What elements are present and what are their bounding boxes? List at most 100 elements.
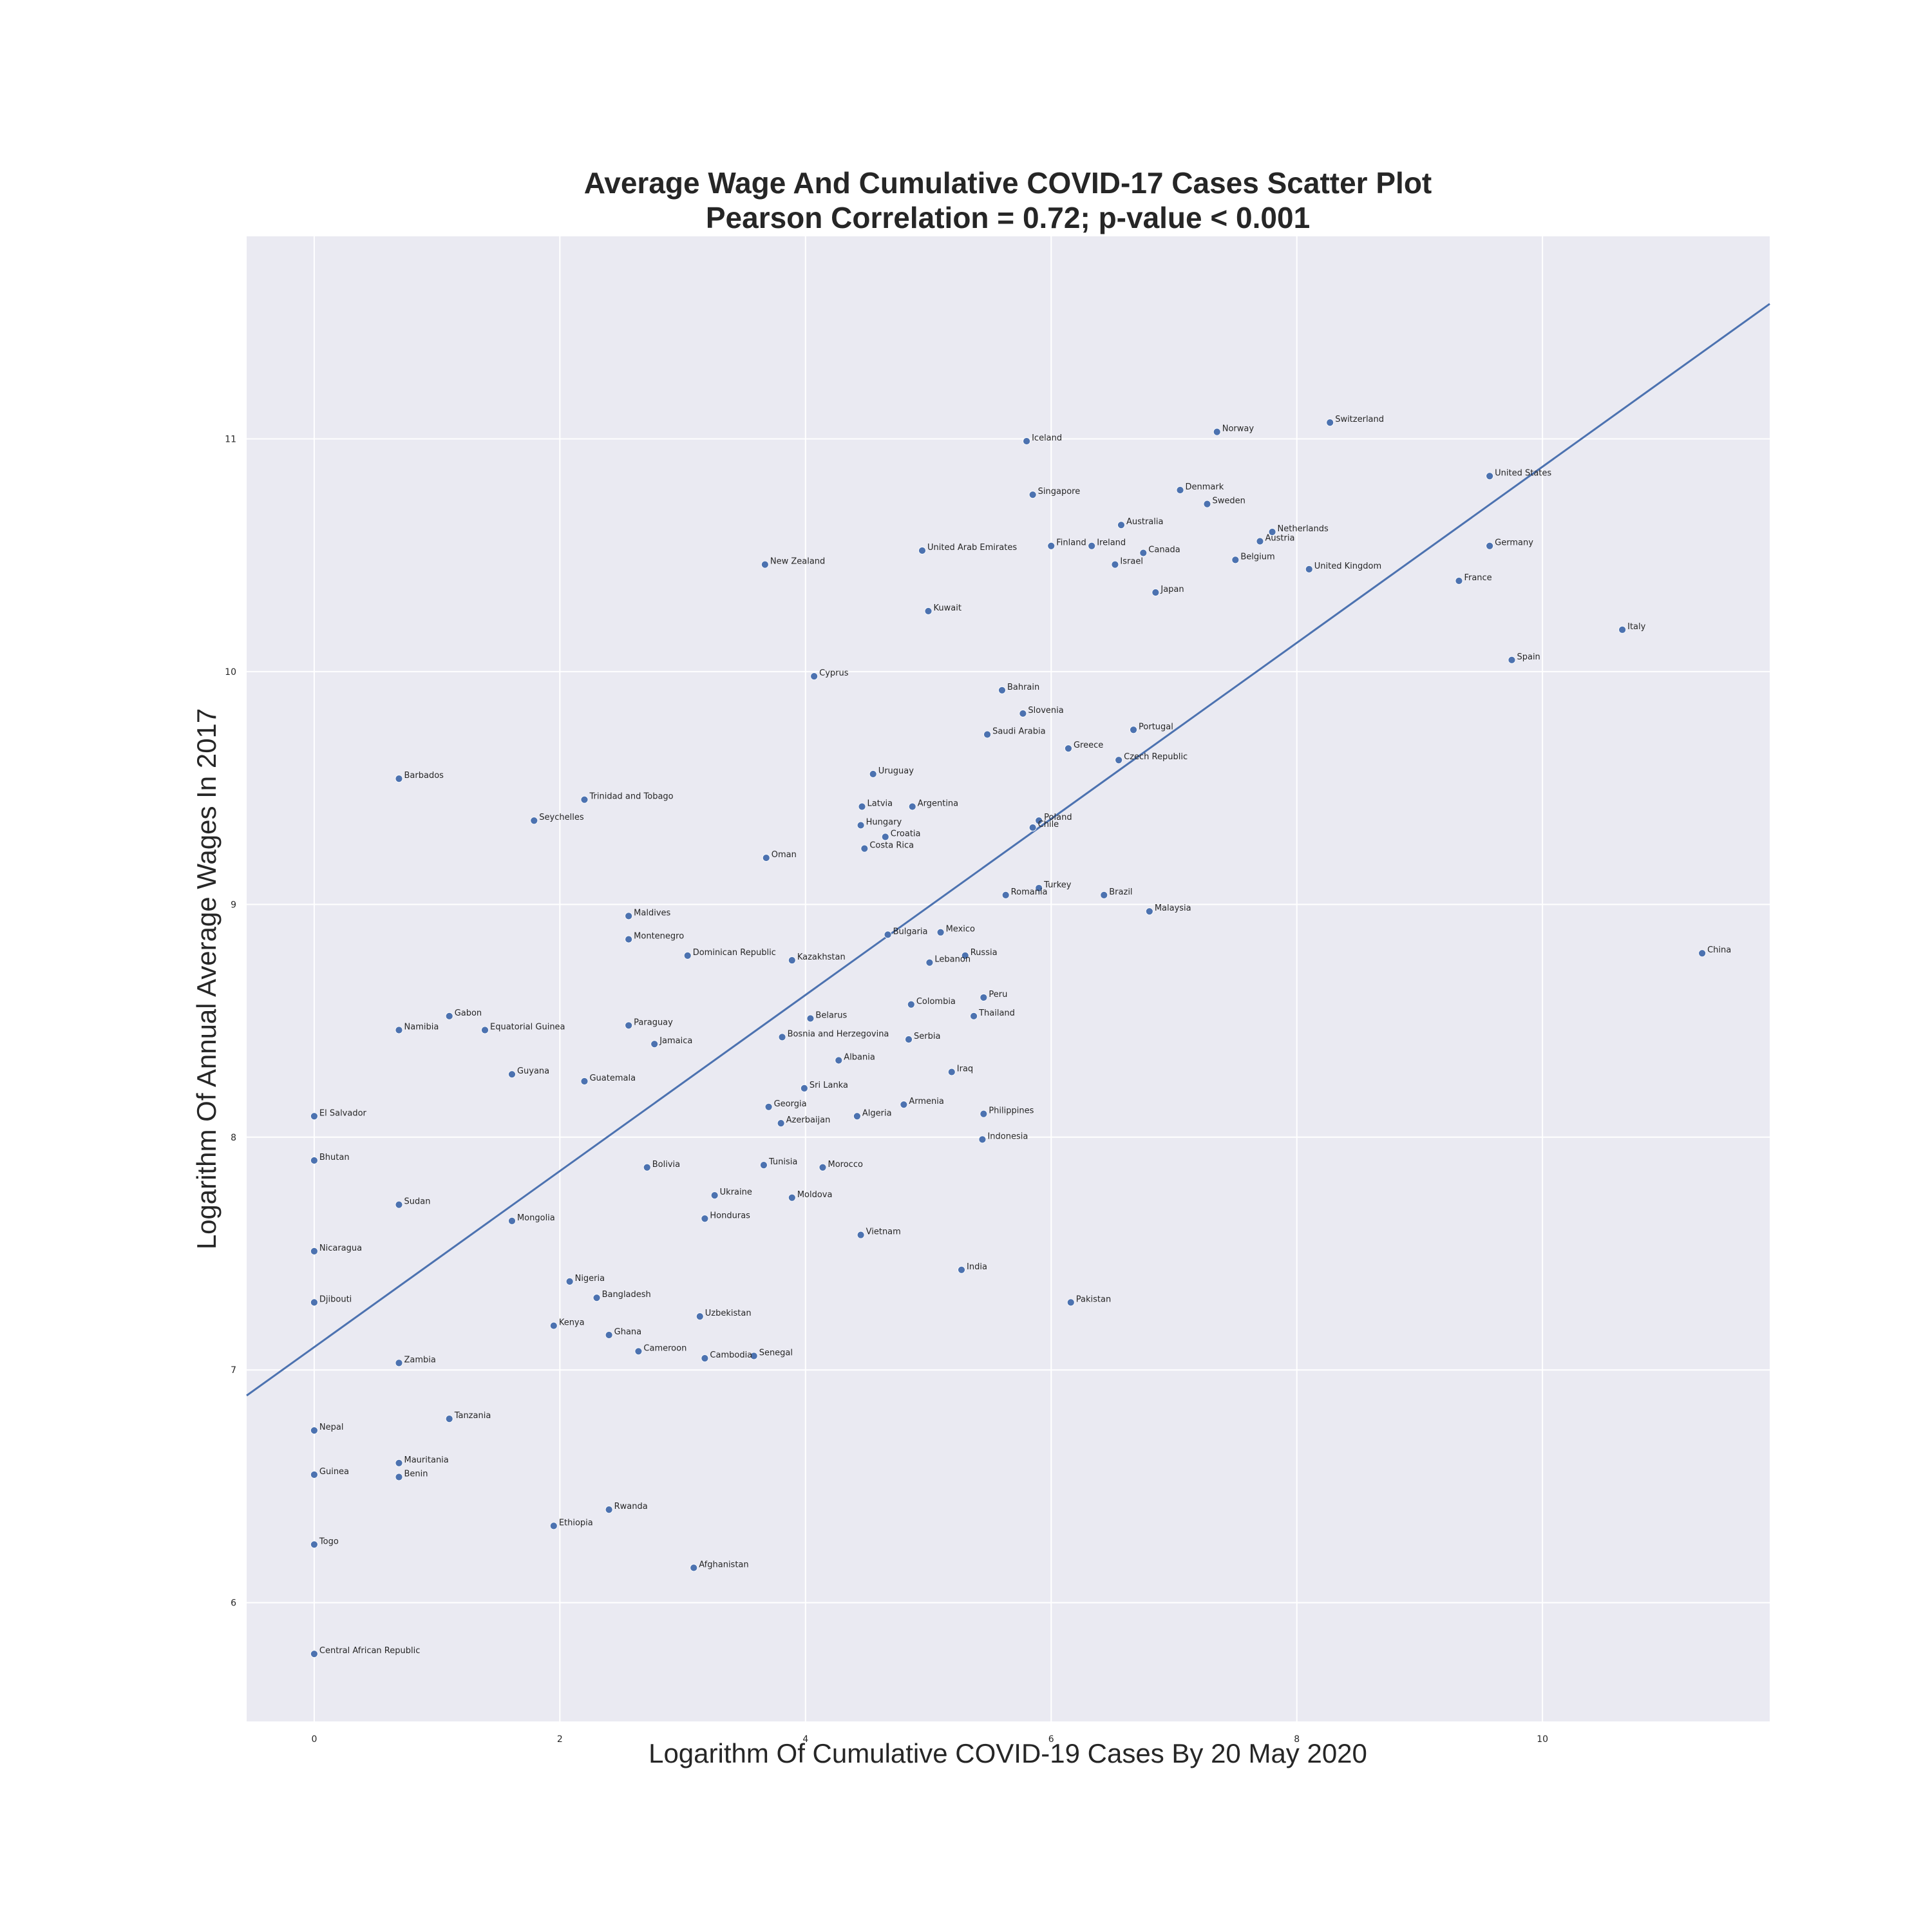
point-label: Bolivia [652, 1160, 680, 1170]
scatter-point [1455, 577, 1463, 585]
scatter-point [760, 1161, 768, 1170]
point-label: Benin [404, 1469, 428, 1479]
point-label: United States [1495, 468, 1551, 478]
point-label: Equatorial Guinea [490, 1023, 565, 1032]
point-label: Chile [1038, 820, 1059, 829]
point-label: Nepal [319, 1423, 344, 1432]
scatter-point [1117, 521, 1125, 529]
point-label: United Arab Emirates [927, 543, 1017, 553]
point-label: El Salvador [319, 1108, 367, 1118]
point-label: Germany [1495, 538, 1533, 548]
scatter-point [1213, 428, 1221, 436]
point-label: Barbados [404, 771, 444, 781]
scatter-point [908, 802, 916, 811]
scatter-point [857, 1231, 865, 1239]
point-label: Iceland [1032, 433, 1062, 443]
x-tick-label: 8 [1294, 1734, 1300, 1745]
scatter-point [592, 1294, 601, 1302]
point-label: Moldova [797, 1190, 833, 1200]
scatter-point [549, 1321, 558, 1330]
point-label: Uzbekistan [705, 1309, 752, 1318]
scatter-point [580, 795, 589, 804]
point-label: Ghana [614, 1327, 642, 1337]
point-label: Costa Rica [869, 841, 914, 851]
point-label: Oman [772, 850, 797, 860]
point-label: Italy [1627, 622, 1646, 632]
point-label: Ethiopia [559, 1518, 593, 1528]
scatter-point [1618, 625, 1627, 634]
plot-area [247, 236, 1770, 1721]
point-label: Bosnia and Herzegovina [788, 1029, 889, 1039]
scatter-point [580, 1077, 589, 1085]
tick-labels: 0 2 4 6 8 10 6 7 8 9 10 11 [225, 434, 1548, 1745]
scatter-point [857, 821, 865, 829]
chart-subtitle: Pearson Correlation = 0.72; p-value < 0.… [706, 201, 1310, 234]
scatter-point [900, 1101, 908, 1109]
scatter-point [761, 560, 769, 569]
scatter-point [881, 833, 889, 841]
scatter-point [701, 1354, 709, 1363]
scatter-point [1111, 560, 1119, 569]
scatter-point [835, 1056, 843, 1065]
point-label: Sudan [404, 1197, 431, 1207]
scatter-point [1151, 589, 1160, 596]
point-label: Zambia [404, 1355, 436, 1365]
point-label: Bangladesh [602, 1290, 651, 1300]
scatter-point [1268, 528, 1276, 536]
point-label: Switzerland [1335, 415, 1384, 424]
scatter-point [1035, 884, 1043, 892]
point-label: Nicaragua [319, 1244, 362, 1253]
scatter-point [961, 951, 969, 960]
scatter-point [1145, 907, 1153, 916]
point-label: Slovenia [1028, 706, 1063, 715]
point-label: Albania [844, 1053, 875, 1063]
scatter-point [1130, 726, 1137, 734]
point-label: Cambodia [710, 1350, 752, 1360]
point-label: Hungary [866, 817, 902, 827]
point-label: Mexico [946, 925, 975, 934]
scatter-point [806, 1014, 815, 1023]
scatter-point [643, 1163, 651, 1171]
point-label: Bulgaria [893, 927, 928, 936]
scatter-point [924, 607, 933, 615]
point-label: Morocco [828, 1160, 863, 1170]
point-label: Sweden [1212, 497, 1245, 506]
data-points [310, 419, 1707, 1658]
scatter-point [395, 1473, 403, 1481]
scatter-point [858, 802, 866, 811]
scatter-point [1305, 565, 1313, 573]
point-label: Brazil [1109, 887, 1132, 897]
point-label: Belgium [1240, 552, 1274, 562]
point-label: Ukraine [720, 1188, 752, 1197]
scatter-point [918, 547, 926, 554]
scatter-point [1176, 486, 1184, 494]
scatter-point [936, 928, 945, 936]
point-label: Malaysia [1155, 904, 1191, 913]
point-label: Lebanon [934, 955, 971, 965]
scatter-point [958, 1265, 965, 1274]
point-label: Denmark [1186, 482, 1224, 492]
point-label: Peru [989, 990, 1007, 999]
point-label: Japan [1160, 585, 1184, 594]
point-label: Guyana [517, 1066, 549, 1076]
point-label: Central African Republic [319, 1646, 420, 1656]
point-label: Trinidad and Tobago [589, 792, 673, 802]
point-label: Russia [971, 948, 998, 958]
point-label: Kenya [559, 1318, 585, 1328]
scatter-point [310, 1157, 318, 1164]
point-label: Senegal [759, 1349, 793, 1358]
point-label: Dominican Republic [693, 948, 776, 958]
point-label: Belarus [815, 1010, 847, 1020]
x-tick-label: 6 [1048, 1734, 1054, 1745]
grid-lines [247, 236, 1770, 1721]
x-tick-label: 4 [802, 1734, 808, 1745]
point-label: France [1464, 573, 1492, 583]
point-label: Australia [1126, 517, 1164, 527]
point-label: Guatemala [589, 1074, 636, 1083]
x-axis-label: Logarithm Of Cumulative COVID-19 Cases B… [649, 1738, 1367, 1768]
scatter-point [810, 672, 819, 681]
point-label: Seychelles [539, 813, 584, 822]
point-label: Kazakhstan [797, 952, 846, 962]
scatter-point [696, 1312, 704, 1320]
